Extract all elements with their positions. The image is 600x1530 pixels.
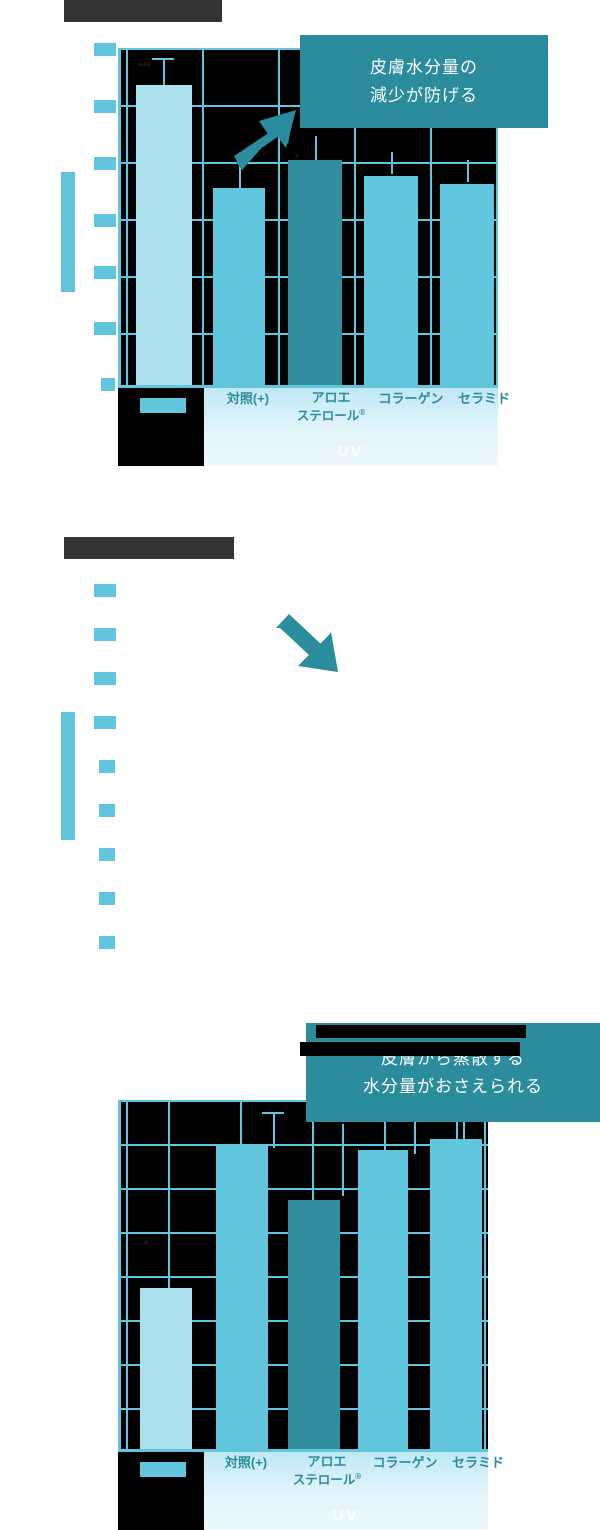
error-bar [414, 1122, 416, 1154]
gridline-v [126, 48, 128, 388]
down-right-arrow-icon [276, 614, 338, 672]
figure-1-y-axis-title-redacted [61, 172, 75, 292]
footer-source-note [0, 1022, 600, 1067]
figure-1-uv-band-label: UV [337, 443, 365, 460]
category-label-collagen: コラーゲン [378, 391, 444, 406]
error-bar [467, 160, 469, 182]
category-label-aloe-sterol: アロエ ステロール® [292, 1454, 362, 1488]
figure-1-callout: 皮膚水分量の 減少が防げる [300, 35, 548, 128]
figure-1-ytick-4 [94, 266, 116, 279]
figure-1-x-axis [118, 385, 498, 388]
figure-2-ytick-5 [99, 804, 115, 817]
error-bar [163, 58, 165, 86]
category-label-collagen: コラーゲン [372, 1455, 438, 1470]
figure-1-callout-line-2: 減少が防げる [370, 85, 478, 105]
error-bar-cap [152, 58, 174, 60]
figure-2-ytick-3 [94, 716, 116, 729]
figure-2-legend-cell-redacted [118, 1452, 204, 1530]
error-bar [342, 1124, 344, 1196]
figure-2-plot-area: * [118, 1100, 488, 1452]
bar-1 [216, 1144, 268, 1452]
figure-2-ytick-8 [99, 936, 115, 949]
figure-1-y-axis [118, 48, 121, 388]
figure-2-ytick-6 [99, 848, 115, 861]
figure-1-callout-line-1: 皮膚水分量の [370, 57, 478, 77]
figure-1-legend-cell-redacted [118, 388, 204, 466]
significance-mark-bar-0: *** [138, 61, 151, 73]
error-bar [239, 166, 241, 188]
figure-1-ytick-2 [94, 157, 116, 170]
figure-1-category-labels: 対照(+) アロエ ステロール® コラーゲン セラミド [204, 390, 510, 425]
error-bar [273, 1112, 275, 1148]
figure-2-y-axis-title-redacted [61, 712, 75, 840]
gridline-v [126, 1100, 128, 1452]
error-bar [315, 136, 317, 164]
bar-0 [140, 1288, 192, 1452]
gridline-v [354, 48, 356, 388]
bar-0 [136, 85, 192, 388]
figure-2-ytick-1 [94, 628, 116, 641]
figure-2-plot: * [118, 1100, 488, 1452]
figure-2-ytick-2 [94, 672, 116, 685]
gridline-v [496, 48, 498, 388]
up-right-arrow-icon [234, 110, 296, 170]
figure-2-ytick-4 [99, 760, 115, 773]
category-label-ceramide: セラミド [451, 1455, 504, 1470]
category-label-control: 対照(+) [226, 391, 270, 406]
figure-1-ytick-3 [94, 214, 116, 227]
bar-2 [288, 1200, 340, 1452]
gridline-v [430, 48, 432, 388]
category-label-aloe-sterol: アロエ ステロール® [296, 390, 366, 424]
figure-2-category-labels: 対照(+) アロエ ステロール® コラーゲン セラミド [204, 1454, 504, 1489]
category-label-control: 対照(+) [224, 1455, 268, 1470]
gridline-v [202, 48, 204, 388]
bar-4 [440, 184, 494, 388]
figure-1-legend-swatch [140, 398, 186, 413]
figure-1-ytick-0 [94, 43, 116, 56]
error-bar-cap [262, 1112, 284, 1114]
bar-3 [358, 1150, 408, 1452]
figure-2-callout-line-2: 水分量がおさえられる [363, 1076, 543, 1096]
figure-2-legend-swatch [140, 1462, 186, 1477]
figure-2-label-strip: 対照(+) アロエ ステロール® コラーゲン セラミド UV [118, 1452, 504, 1530]
category-label-ceramide: セラミド [457, 391, 510, 406]
figure-2-category-area: 対照(+) アロエ ステロール® コラーゲン セラミド UV [204, 1452, 504, 1530]
footer-line-2 [300, 1042, 520, 1056]
figure-1-label-strip: 対照(+) アロエ ステロール® コラーゲン セラミド UV [118, 388, 510, 466]
figure-2-y-axis [118, 1100, 121, 1452]
error-bar [391, 152, 393, 174]
figure-2-ytick-0 [94, 584, 116, 597]
gridline-v [484, 1100, 486, 1452]
bar-2 [288, 160, 342, 388]
bar-3 [364, 176, 418, 388]
figure-2-uv-band-label: UV [332, 1507, 360, 1524]
figure-1-ytick-1 [94, 100, 116, 113]
figure-1-ytick-6 [101, 378, 115, 391]
footer-line-1 [316, 1025, 526, 1038]
figure-1-ytick-5 [94, 322, 116, 335]
significance-mark-bar-0: * [144, 1239, 149, 1251]
figure-skin-moisture: 図 [0, 0, 600, 500]
figure-transepidermal-water-loss: 図 [0, 512, 600, 1530]
significance-mark-bar-2: * [295, 152, 300, 164]
gridline-v [278, 48, 280, 388]
figure-1-category-area: 対照(+) アロエ ステロール® コラーゲン セラミド UV [204, 388, 510, 466]
figure-1-title: 図 [64, 0, 222, 22]
figure-2-title: 図 [64, 537, 234, 559]
bar-1 [213, 188, 265, 388]
figure-2-ytick-7 [99, 892, 115, 905]
bar-4 [430, 1139, 482, 1452]
